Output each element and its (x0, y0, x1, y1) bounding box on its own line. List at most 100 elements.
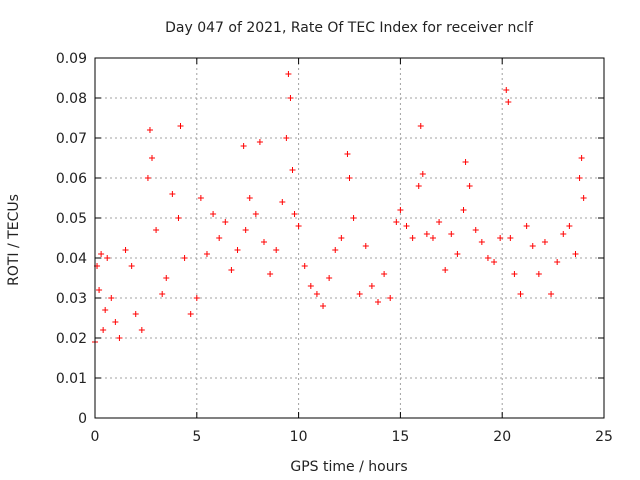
data-point (246, 195, 253, 201)
data-point (203, 251, 210, 257)
data-point (462, 159, 469, 165)
data-point (138, 327, 145, 333)
data-points (92, 71, 587, 345)
data-point (442, 267, 449, 273)
data-point (397, 207, 404, 213)
data-point (503, 87, 510, 93)
data-point (460, 207, 467, 213)
data-point (419, 171, 426, 177)
data-point (100, 327, 107, 333)
data-point (104, 255, 111, 261)
data-point (511, 271, 518, 277)
data-point (273, 247, 280, 253)
data-point (313, 291, 320, 297)
data-point (478, 239, 485, 245)
y-tick-label: 0.09 (56, 51, 87, 67)
y-tick-label: 0.05 (56, 211, 87, 227)
data-point (267, 271, 274, 277)
data-point (505, 99, 512, 105)
data-point (529, 243, 536, 249)
data-point (560, 231, 567, 237)
y-tick-label: 0.03 (56, 291, 87, 307)
data-point (295, 223, 302, 229)
data-point (326, 275, 333, 281)
data-point (112, 319, 119, 325)
data-point (507, 235, 514, 241)
data-point (307, 283, 314, 289)
data-point (228, 267, 235, 273)
data-point (368, 283, 375, 289)
y-tick-label: 0.04 (56, 251, 87, 267)
data-point (436, 219, 443, 225)
data-point (146, 127, 153, 133)
data-point (234, 247, 241, 253)
grid-lines (95, 58, 604, 418)
data-point (338, 235, 345, 241)
data-point (132, 311, 139, 317)
data-point (177, 123, 184, 129)
x-tick-label: 15 (391, 429, 409, 445)
data-point (242, 227, 249, 233)
data-point (210, 211, 217, 217)
y-axis-label: ROTI / TECUs (6, 194, 22, 286)
data-point (375, 299, 382, 305)
data-point (346, 175, 353, 181)
data-point (381, 271, 388, 277)
data-point (98, 251, 105, 257)
data-point (517, 291, 524, 297)
data-point (466, 183, 473, 189)
data-point (169, 191, 176, 197)
data-point (216, 235, 223, 241)
data-point (289, 167, 296, 173)
data-point (256, 139, 263, 145)
data-point (344, 151, 351, 157)
data-point (356, 291, 363, 297)
data-point (454, 251, 461, 257)
data-point (362, 243, 369, 249)
x-tick-label: 25 (595, 429, 613, 445)
data-point (580, 195, 587, 201)
data-point (159, 291, 166, 297)
x-tick-label: 0 (91, 429, 100, 445)
x-axis-label: GPS time / hours (290, 459, 407, 475)
data-point (96, 287, 103, 293)
data-point (472, 227, 479, 233)
y-tick-label: 0.07 (56, 131, 87, 147)
data-point (163, 275, 170, 281)
data-point (122, 247, 129, 253)
data-point (491, 259, 498, 265)
data-point (409, 235, 416, 241)
data-point (197, 195, 204, 201)
data-point (541, 239, 548, 245)
data-point (484, 255, 491, 261)
y-tick-label: 0.08 (56, 91, 87, 107)
y-tick-label: 0.02 (56, 331, 87, 347)
data-point (572, 251, 579, 257)
data-point (535, 271, 542, 277)
data-point (222, 219, 229, 225)
data-point (332, 247, 339, 253)
data-point (448, 231, 455, 237)
data-point (403, 223, 410, 229)
data-point (252, 211, 259, 217)
data-point (260, 239, 267, 245)
data-point (128, 263, 135, 269)
data-point (497, 235, 504, 241)
data-point (554, 259, 561, 265)
data-point (393, 219, 400, 225)
data-point (578, 155, 585, 161)
data-point (283, 135, 290, 141)
data-point (181, 255, 188, 261)
x-tick-label: 5 (192, 429, 201, 445)
data-point (350, 215, 357, 221)
data-point (423, 231, 430, 237)
chart-title: Day 047 of 2021, Rate Of TEC Index for r… (165, 20, 534, 36)
data-point (102, 307, 109, 313)
data-point (415, 183, 422, 189)
data-point (175, 215, 182, 221)
x-tick-label: 20 (493, 429, 511, 445)
data-point (240, 143, 247, 149)
data-point (187, 311, 194, 317)
data-point (287, 95, 294, 101)
